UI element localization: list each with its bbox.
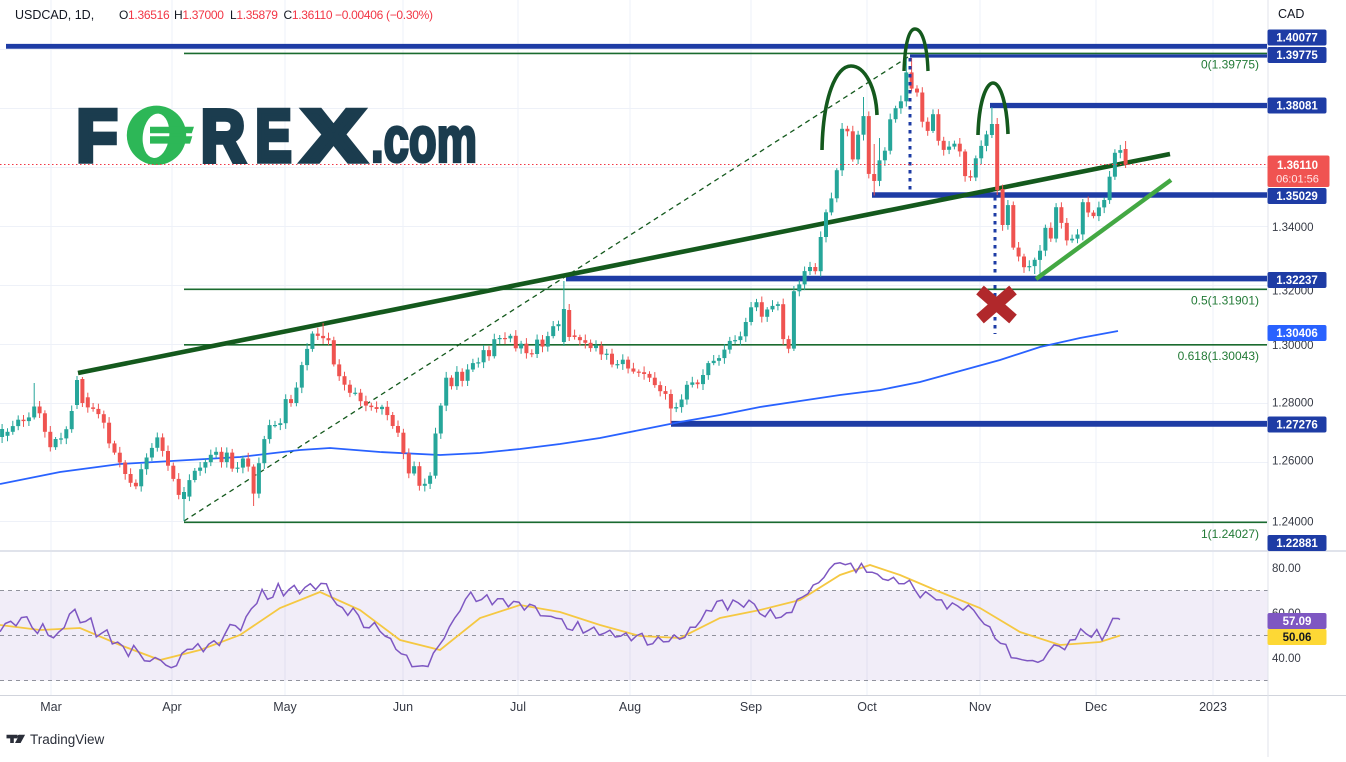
svg-text:Nov: Nov: [969, 700, 992, 714]
svg-text:1.22881: 1.22881: [1276, 538, 1318, 550]
svg-text:Jul: Jul: [510, 700, 526, 714]
svg-text:80.00: 80.00: [1272, 563, 1301, 575]
svg-text:May: May: [273, 700, 297, 714]
svg-text:1.35029: 1.35029: [1276, 191, 1318, 203]
svg-text:1.39775: 1.39775: [1276, 50, 1318, 62]
svg-text:1.40077: 1.40077: [1276, 33, 1318, 45]
svg-text:1.28000: 1.28000: [1272, 398, 1314, 410]
svg-text:Sep: Sep: [740, 700, 762, 714]
svg-text:0(1.39775): 0(1.39775): [1201, 58, 1259, 72]
svg-text:TradingView: TradingView: [30, 732, 105, 747]
svg-text:1.36110: 1.36110: [1277, 160, 1318, 172]
svg-text:USDCAD, 1D,: USDCAD, 1D,: [15, 8, 94, 22]
svg-text:0.618(1.30043): 0.618(1.30043): [1178, 349, 1259, 363]
svg-text:1.32000: 1.32000: [1272, 286, 1314, 298]
svg-text:C1.36110: C1.36110: [284, 8, 333, 22]
svg-text:X: X: [303, 96, 365, 177]
svg-text:Apr: Apr: [162, 700, 181, 714]
svg-text:1.32237: 1.32237: [1276, 275, 1318, 287]
svg-text:E: E: [256, 96, 292, 177]
svg-text:1.34000: 1.34000: [1272, 222, 1314, 234]
svg-text:1.38081: 1.38081: [1276, 101, 1318, 113]
svg-text:1.30406: 1.30406: [1276, 328, 1318, 340]
svg-text:−0.00406 (−0.30%): −0.00406 (−0.30%): [335, 8, 433, 22]
svg-text:Mar: Mar: [40, 700, 62, 714]
svg-text:H1.37000: H1.37000: [174, 8, 224, 22]
svg-text:0.5(1.31901): 0.5(1.31901): [1191, 294, 1259, 308]
svg-text:O1.36516: O1.36516: [119, 8, 170, 22]
svg-text:1.26000: 1.26000: [1272, 456, 1314, 468]
svg-text:F: F: [77, 96, 118, 177]
svg-text:40.00: 40.00: [1272, 653, 1301, 665]
svg-text:Jun: Jun: [393, 700, 413, 714]
svg-text:Oct: Oct: [857, 700, 877, 714]
svg-text:57.09: 57.09: [1283, 616, 1312, 628]
svg-text:1(1.24027): 1(1.24027): [1201, 527, 1259, 541]
svg-text:2023: 2023: [1199, 700, 1227, 714]
svg-text:50.06: 50.06: [1283, 632, 1312, 644]
svg-text:1.24000: 1.24000: [1272, 517, 1314, 529]
svg-text:CAD: CAD: [1278, 7, 1304, 21]
svg-text:1.30000: 1.30000: [1272, 340, 1314, 352]
svg-text:Aug: Aug: [619, 700, 641, 714]
svg-text:1.27276: 1.27276: [1276, 420, 1318, 432]
svg-text:R: R: [201, 96, 245, 177]
svg-text:06:01:56: 06:01:56: [1276, 174, 1319, 186]
svg-text:L1.35879: L1.35879: [230, 8, 278, 22]
svg-text:Dec: Dec: [1085, 700, 1107, 714]
